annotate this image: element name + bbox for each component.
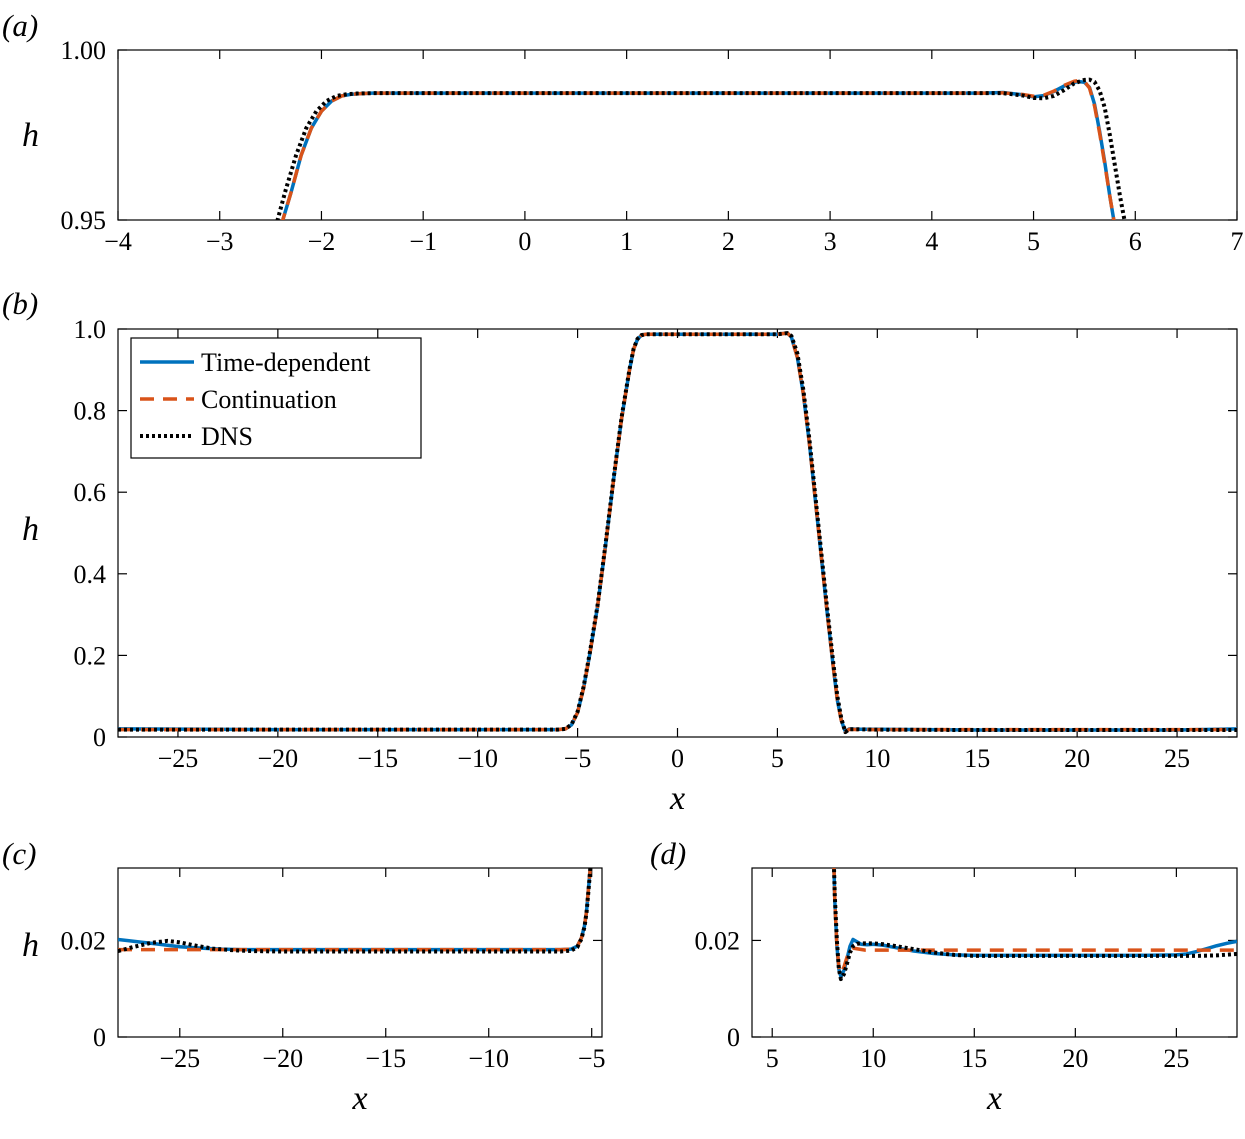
x-tick-label: 5 bbox=[766, 1044, 779, 1073]
x-tick-label: 7 bbox=[1231, 227, 1244, 256]
x-axis-label: x bbox=[351, 1080, 367, 1117]
x-tick-label: 1 bbox=[620, 227, 633, 256]
panel-label: (a) bbox=[2, 8, 38, 43]
x-tick-label: 15 bbox=[964, 744, 990, 773]
y-tick-label: 0 bbox=[93, 1023, 106, 1052]
x-tick-label: −1 bbox=[409, 227, 437, 256]
axes-box bbox=[117, 49, 1238, 221]
panel-c: −25 −20 −15 −10 −5 0 0.02 (c) h x bbox=[2, 836, 606, 1117]
panel-a: −4 −3 −2 −1 0 1 2 3 4 5 6 7 0.95 1.00 (a) h bbox=[2, 8, 1244, 256]
y-axis-label: h bbox=[22, 117, 39, 154]
y-tick-label: 1.00 bbox=[61, 36, 107, 65]
x-tick-label: −2 bbox=[308, 227, 336, 256]
x-tick-label: 5 bbox=[1027, 227, 1040, 256]
series-line-time-dependent bbox=[280, 79, 1116, 220]
x-axis-label: x bbox=[669, 780, 685, 817]
x-tick-label: −25 bbox=[159, 1044, 200, 1073]
x-tick-label: 5 bbox=[771, 744, 784, 773]
x-tick-label: −5 bbox=[578, 1044, 606, 1073]
legend: Time-dependent Continuation DNS bbox=[130, 337, 422, 459]
x-tick-label: 25 bbox=[1163, 1044, 1189, 1073]
legend-label: Time-dependent bbox=[201, 348, 371, 377]
series-line-dns bbox=[275, 77, 1127, 220]
y-tick-label: 0.2 bbox=[74, 641, 107, 670]
panel-label: (b) bbox=[2, 286, 38, 321]
y-tick-label: 1.0 bbox=[74, 315, 107, 344]
x-tick-label: 20 bbox=[1064, 744, 1090, 773]
y-tick-label: 0 bbox=[727, 1023, 740, 1052]
x-axis-label: x bbox=[986, 1080, 1002, 1117]
series-line-continuation bbox=[832, 868, 1237, 976]
panel-d: 5 10 15 20 25 0 0.02 (d) x bbox=[650, 836, 1238, 1117]
x-tick-label: 20 bbox=[1062, 1044, 1088, 1073]
y-tick-label: 0.02 bbox=[695, 926, 741, 955]
legend-label: DNS bbox=[201, 422, 253, 451]
y-axis-label: h bbox=[22, 511, 39, 548]
x-tick-label: 25 bbox=[1164, 744, 1190, 773]
x-tick-label: −25 bbox=[158, 744, 199, 773]
x-tick-label: −15 bbox=[357, 744, 398, 773]
series-line-time-dependent bbox=[118, 868, 593, 952]
x-tick-label: −5 bbox=[564, 744, 592, 773]
axes-box bbox=[751, 867, 1238, 1038]
x-tick-label: 3 bbox=[824, 227, 837, 256]
x-tick-label: 0 bbox=[518, 227, 531, 256]
panel-label: (c) bbox=[2, 836, 36, 871]
x-tick-label: 0 bbox=[671, 744, 684, 773]
x-tick-label: 15 bbox=[961, 1044, 987, 1073]
y-tick-label: 0 bbox=[93, 723, 106, 752]
x-tick-label: −15 bbox=[365, 1044, 406, 1073]
x-tick-label: −3 bbox=[206, 227, 234, 256]
series-line-continuation bbox=[280, 78, 1116, 220]
x-tick-label: −20 bbox=[262, 1044, 303, 1073]
legend-label: Continuation bbox=[201, 385, 337, 414]
series-line-dns bbox=[118, 868, 593, 954]
x-tick-label: −4 bbox=[104, 227, 132, 256]
x-tick-label: 10 bbox=[860, 1044, 886, 1073]
x-tick-label: −10 bbox=[457, 744, 498, 773]
series-line-time-dependent bbox=[832, 868, 1237, 979]
plot-area bbox=[275, 77, 1127, 220]
x-tick-label: 2 bbox=[722, 227, 735, 256]
plot-area bbox=[831, 868, 1237, 982]
plot-area bbox=[118, 868, 593, 954]
y-tick-label: 0.95 bbox=[61, 206, 107, 235]
legend-box bbox=[130, 337, 422, 459]
panel-label: (d) bbox=[650, 836, 686, 871]
x-tick-label: −10 bbox=[468, 1044, 509, 1073]
y-tick-label: 0.8 bbox=[74, 397, 107, 426]
y-axis-label: h bbox=[22, 927, 39, 964]
axes-box bbox=[117, 867, 603, 1038]
series-line-dns bbox=[831, 868, 1237, 982]
panel-b: −25 −20 −15 −10 −5 0 5 10 15 20 25 0 0.2 0.4 0.6 0.8 1.0… bbox=[2, 286, 1238, 817]
y-tick-label: 0.4 bbox=[74, 560, 107, 589]
x-tick-label: −20 bbox=[258, 744, 299, 773]
x-tick-label: 6 bbox=[1129, 227, 1142, 256]
x-tick-label: 10 bbox=[864, 744, 890, 773]
y-tick-label: 0.6 bbox=[74, 478, 107, 507]
series-line-dns bbox=[118, 331, 1237, 735]
plot-area bbox=[118, 331, 1237, 735]
y-tick-label: 0.02 bbox=[61, 926, 107, 955]
x-tick-label: 4 bbox=[925, 227, 938, 256]
series-line-continuation bbox=[118, 868, 593, 952]
